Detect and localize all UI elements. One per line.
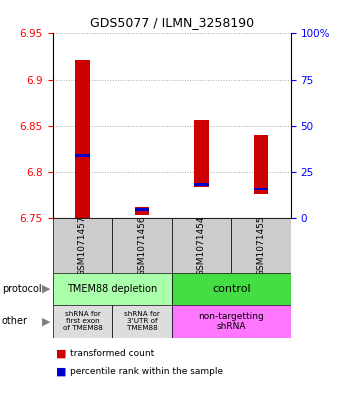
Text: GSM1071456: GSM1071456: [137, 215, 147, 276]
Text: ▶: ▶: [42, 316, 50, 326]
Text: ■: ■: [56, 349, 67, 359]
Bar: [172, 305, 291, 338]
Bar: [172, 218, 231, 273]
Bar: [194, 183, 209, 186]
Bar: [75, 154, 90, 157]
Title: GDS5077 / ILMN_3258190: GDS5077 / ILMN_3258190: [90, 17, 254, 29]
Text: shRNA for
3'UTR of
TMEM88: shRNA for 3'UTR of TMEM88: [124, 311, 160, 331]
Bar: [231, 218, 291, 273]
Bar: [112, 305, 172, 338]
Text: ■: ■: [56, 366, 67, 376]
Text: ▶: ▶: [42, 284, 50, 294]
Text: control: control: [212, 284, 251, 294]
Text: transformed count: transformed count: [70, 349, 154, 358]
Text: GSM1071455: GSM1071455: [256, 215, 266, 276]
Text: GSM1071454: GSM1071454: [197, 215, 206, 276]
Bar: [135, 207, 149, 215]
Bar: [53, 218, 112, 273]
Bar: [254, 187, 268, 190]
Bar: [112, 218, 172, 273]
Text: protocol: protocol: [2, 284, 41, 294]
Text: percentile rank within the sample: percentile rank within the sample: [70, 367, 223, 376]
Text: TMEM88 depletion: TMEM88 depletion: [67, 284, 157, 294]
Text: other: other: [2, 316, 28, 326]
Bar: [172, 273, 291, 305]
Text: GSM1071457: GSM1071457: [78, 215, 87, 276]
Bar: [53, 273, 172, 305]
Bar: [194, 120, 209, 187]
Bar: [135, 208, 149, 211]
Bar: [75, 60, 90, 218]
Text: shRNA for
first exon
of TMEM88: shRNA for first exon of TMEM88: [63, 311, 102, 331]
Bar: [254, 135, 268, 194]
Bar: [53, 305, 112, 338]
Text: non-targetting
shRNA: non-targetting shRNA: [198, 312, 264, 331]
